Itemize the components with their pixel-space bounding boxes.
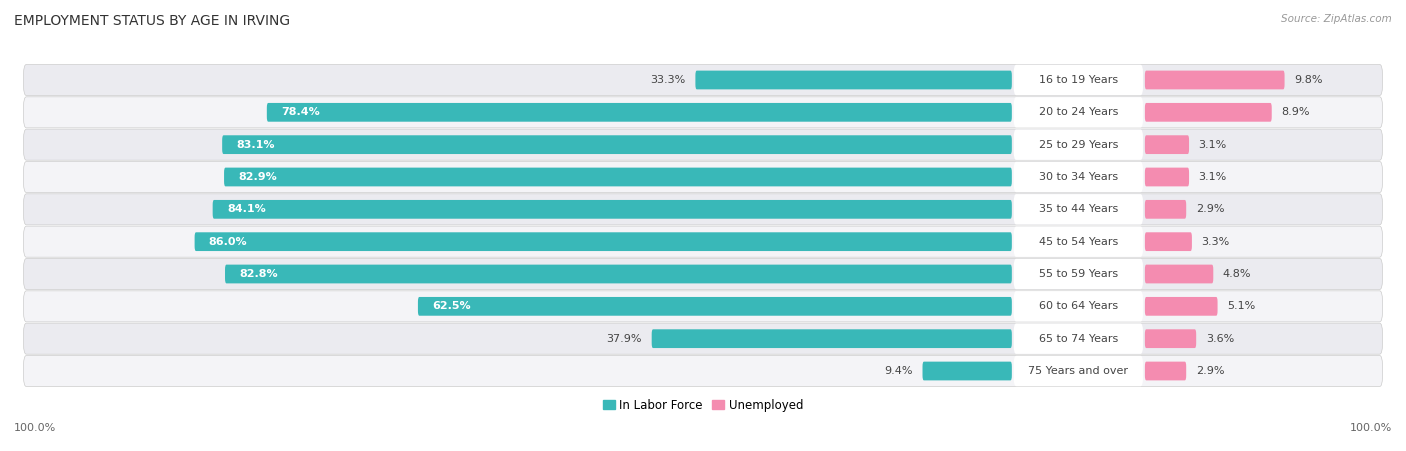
Text: 55 to 59 Years: 55 to 59 Years bbox=[1039, 269, 1118, 279]
FancyBboxPatch shape bbox=[696, 71, 1012, 89]
FancyBboxPatch shape bbox=[24, 323, 1382, 354]
FancyBboxPatch shape bbox=[1014, 162, 1143, 192]
Text: 86.0%: 86.0% bbox=[209, 237, 247, 247]
Text: 35 to 44 Years: 35 to 44 Years bbox=[1039, 204, 1118, 214]
Text: 45 to 54 Years: 45 to 54 Years bbox=[1039, 237, 1118, 247]
FancyBboxPatch shape bbox=[24, 194, 1382, 225]
Text: 37.9%: 37.9% bbox=[606, 334, 643, 344]
FancyBboxPatch shape bbox=[1144, 135, 1189, 154]
FancyBboxPatch shape bbox=[24, 97, 1382, 128]
FancyBboxPatch shape bbox=[1014, 356, 1143, 386]
FancyBboxPatch shape bbox=[1144, 362, 1187, 380]
FancyBboxPatch shape bbox=[267, 103, 1012, 122]
FancyBboxPatch shape bbox=[652, 329, 1012, 348]
Text: Source: ZipAtlas.com: Source: ZipAtlas.com bbox=[1281, 14, 1392, 23]
FancyBboxPatch shape bbox=[224, 168, 1012, 186]
FancyBboxPatch shape bbox=[1014, 129, 1143, 160]
FancyBboxPatch shape bbox=[1014, 226, 1143, 257]
FancyBboxPatch shape bbox=[1144, 329, 1197, 348]
Text: 84.1%: 84.1% bbox=[226, 204, 266, 214]
FancyBboxPatch shape bbox=[1144, 232, 1192, 251]
Text: 78.4%: 78.4% bbox=[281, 107, 319, 117]
Text: 100.0%: 100.0% bbox=[14, 423, 56, 433]
Text: 3.6%: 3.6% bbox=[1206, 334, 1234, 344]
Text: 8.9%: 8.9% bbox=[1281, 107, 1310, 117]
Text: 33.3%: 33.3% bbox=[651, 75, 686, 85]
Text: 16 to 19 Years: 16 to 19 Years bbox=[1039, 75, 1118, 85]
FancyBboxPatch shape bbox=[24, 129, 1382, 160]
Text: 75 Years and over: 75 Years and over bbox=[1028, 366, 1129, 376]
Text: EMPLOYMENT STATUS BY AGE IN IRVING: EMPLOYMENT STATUS BY AGE IN IRVING bbox=[14, 14, 290, 28]
Text: 2.9%: 2.9% bbox=[1195, 204, 1225, 214]
Text: 9.4%: 9.4% bbox=[884, 366, 912, 376]
Text: 30 to 34 Years: 30 to 34 Years bbox=[1039, 172, 1118, 182]
FancyBboxPatch shape bbox=[212, 200, 1012, 219]
Text: 20 to 24 Years: 20 to 24 Years bbox=[1039, 107, 1118, 117]
FancyBboxPatch shape bbox=[1144, 103, 1272, 122]
FancyBboxPatch shape bbox=[1144, 265, 1213, 283]
Text: 4.8%: 4.8% bbox=[1223, 269, 1251, 279]
FancyBboxPatch shape bbox=[1144, 200, 1187, 219]
FancyBboxPatch shape bbox=[1014, 259, 1143, 289]
FancyBboxPatch shape bbox=[1014, 194, 1143, 225]
Text: 82.8%: 82.8% bbox=[239, 269, 278, 279]
FancyBboxPatch shape bbox=[24, 64, 1382, 96]
FancyBboxPatch shape bbox=[1144, 168, 1189, 186]
Text: 9.8%: 9.8% bbox=[1294, 75, 1323, 85]
Text: 25 to 29 Years: 25 to 29 Years bbox=[1039, 140, 1118, 150]
Text: 3.1%: 3.1% bbox=[1198, 140, 1227, 150]
FancyBboxPatch shape bbox=[1014, 291, 1143, 322]
FancyBboxPatch shape bbox=[24, 258, 1382, 290]
Text: 5.1%: 5.1% bbox=[1227, 301, 1256, 311]
FancyBboxPatch shape bbox=[1014, 97, 1143, 128]
FancyBboxPatch shape bbox=[225, 265, 1012, 283]
Text: 3.3%: 3.3% bbox=[1201, 237, 1230, 247]
Text: 83.1%: 83.1% bbox=[236, 140, 276, 150]
FancyBboxPatch shape bbox=[222, 135, 1012, 154]
Text: 3.1%: 3.1% bbox=[1198, 172, 1227, 182]
FancyBboxPatch shape bbox=[922, 362, 1012, 380]
FancyBboxPatch shape bbox=[1144, 71, 1285, 89]
FancyBboxPatch shape bbox=[24, 161, 1382, 193]
FancyBboxPatch shape bbox=[1014, 323, 1143, 354]
Text: 82.9%: 82.9% bbox=[239, 172, 277, 182]
FancyBboxPatch shape bbox=[1014, 65, 1143, 95]
Text: 60 to 64 Years: 60 to 64 Years bbox=[1039, 301, 1118, 311]
Text: 65 to 74 Years: 65 to 74 Years bbox=[1039, 334, 1118, 344]
Text: 100.0%: 100.0% bbox=[1350, 423, 1392, 433]
FancyBboxPatch shape bbox=[418, 297, 1012, 316]
Text: 62.5%: 62.5% bbox=[432, 301, 471, 311]
FancyBboxPatch shape bbox=[24, 226, 1382, 257]
FancyBboxPatch shape bbox=[24, 355, 1382, 387]
Text: 2.9%: 2.9% bbox=[1195, 366, 1225, 376]
FancyBboxPatch shape bbox=[24, 291, 1382, 322]
FancyBboxPatch shape bbox=[194, 232, 1012, 251]
FancyBboxPatch shape bbox=[1144, 297, 1218, 316]
Legend: In Labor Force, Unemployed: In Labor Force, Unemployed bbox=[603, 399, 803, 412]
